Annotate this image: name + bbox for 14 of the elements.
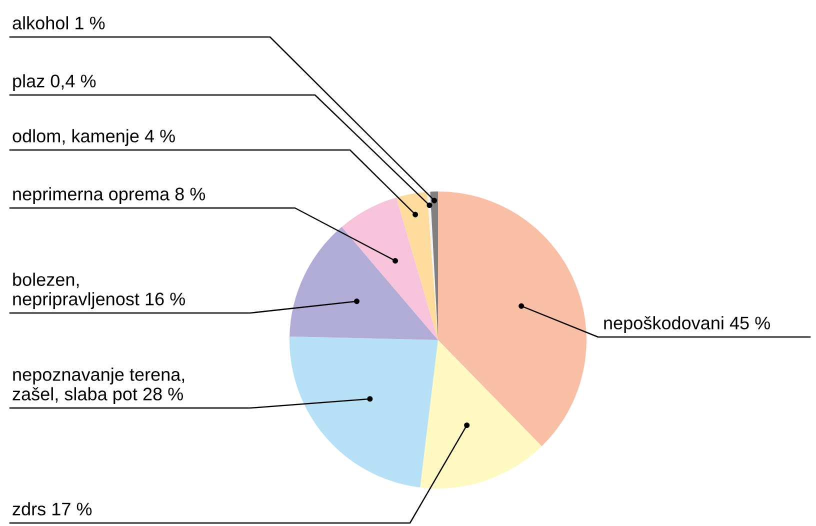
- slice-label: odlom, kamenje 4 %: [12, 129, 175, 146]
- pie-slice: [396, 192, 438, 340]
- pie-slice: [438, 192, 586, 446]
- pie-slice: [420, 340, 542, 488]
- slice-label: zdrs 17 %: [12, 502, 92, 516]
- slice-label: bolezen, nepripravljenost 16 %: [13, 272, 185, 309]
- slice-label: alkohol 1 %: [12, 16, 105, 30]
- pie-slice: [290, 226, 438, 340]
- pie-slice: [290, 336, 438, 488]
- pie-slice: [342, 197, 438, 340]
- slice-label: plaz 0,4 %: [13, 74, 96, 91]
- slice-label: nepoznavanje terena, zašel, slaba pot 28 %: [12, 368, 184, 404]
- slice-label: nepoškodovani 45 %: [604, 316, 770, 333]
- slice-label: neprimerna oprema 8 %: [13, 187, 206, 204]
